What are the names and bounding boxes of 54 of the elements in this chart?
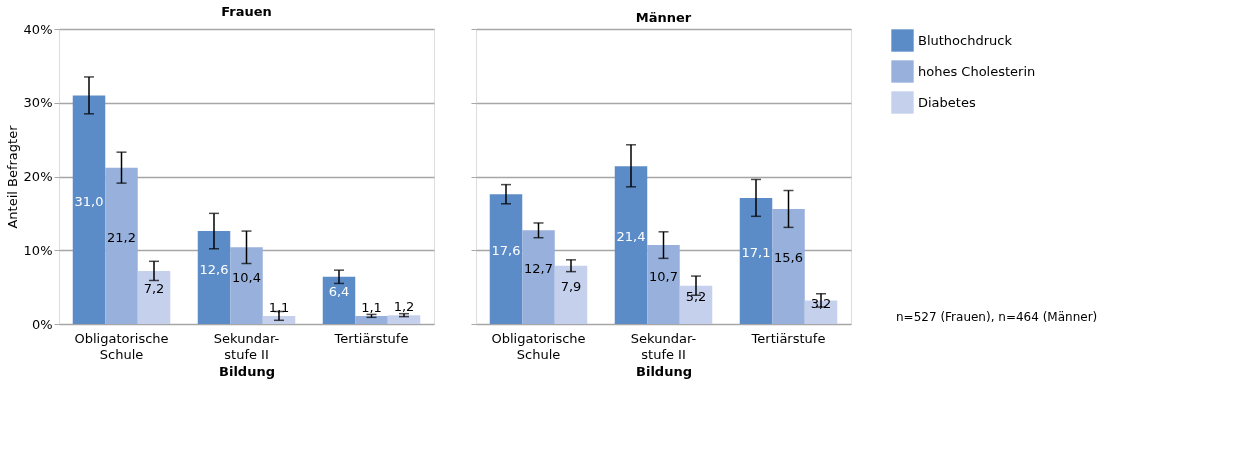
bar [554, 265, 588, 324]
data-label: 21,2 [107, 229, 136, 245]
bar [262, 315, 296, 324]
bar [739, 197, 773, 324]
x-tick-label: Sekundar- stufe II [213, 330, 280, 362]
bar [647, 245, 680, 324]
data-label: 10,7 [649, 268, 678, 284]
legend-label: Diabetes [918, 94, 976, 110]
data-label: 6,4 [328, 284, 350, 300]
bar [230, 247, 263, 324]
data-label: 17,1 [741, 244, 771, 260]
bar [197, 231, 231, 324]
data-label: 1,1 [268, 299, 290, 315]
x-tick-label: Obligatorische Schule [74, 330, 169, 362]
x-axis-title: Bildung [219, 363, 275, 379]
bar [137, 270, 171, 324]
bar [522, 230, 555, 324]
x-tick-label: Sekundar- stufe II [630, 330, 697, 362]
bar [387, 315, 421, 324]
x-axis-title: Bildung [636, 363, 692, 379]
bar [105, 167, 138, 324]
data-label: 17,6 [491, 243, 521, 259]
text: n=527 (Frauen), n=464 (Männer) [896, 310, 1098, 324]
data-label: 1,1 [361, 299, 382, 315]
data-label: 12,7 [524, 261, 553, 277]
chart-title: Männer [635, 9, 692, 25]
data-label: 21,4 [616, 229, 646, 245]
y-tick-label: 30% [23, 95, 53, 111]
y-tick-label: 40% [23, 21, 53, 37]
legend-label: Bluthochdruck [918, 32, 1013, 48]
data-label: 7,2 [143, 281, 165, 297]
data-label: 5,2 [685, 288, 707, 304]
data-label: 12,6 [199, 261, 229, 277]
bar [355, 315, 388, 324]
x-tick-label: Tertiärstufe [333, 330, 409, 346]
data-label: 10,4 [232, 269, 261, 285]
data-label: 15,6 [774, 250, 803, 266]
bar [72, 95, 106, 324]
x-tick-label: Tertiärstufe [750, 330, 826, 346]
bar [489, 194, 523, 324]
legend-label: hohes Cholesterin [918, 63, 1036, 79]
bar [614, 166, 648, 324]
bar [679, 285, 713, 324]
chart-title: Frauen [221, 4, 272, 19]
data-label: 7,9 [560, 278, 582, 294]
y-tick-label: 20% [23, 169, 53, 184]
y-tick-label: 0% [31, 316, 53, 332]
bar [772, 208, 805, 324]
bar [322, 276, 356, 324]
y-axis-title: Anteil Befragter [4, 124, 20, 229]
y-tick-label: 10% [23, 242, 53, 258]
data-label: 31,0 [74, 193, 104, 209]
x-tick-label: Obligatorische Schule [491, 330, 586, 362]
data-label: 1,2 [393, 299, 415, 315]
